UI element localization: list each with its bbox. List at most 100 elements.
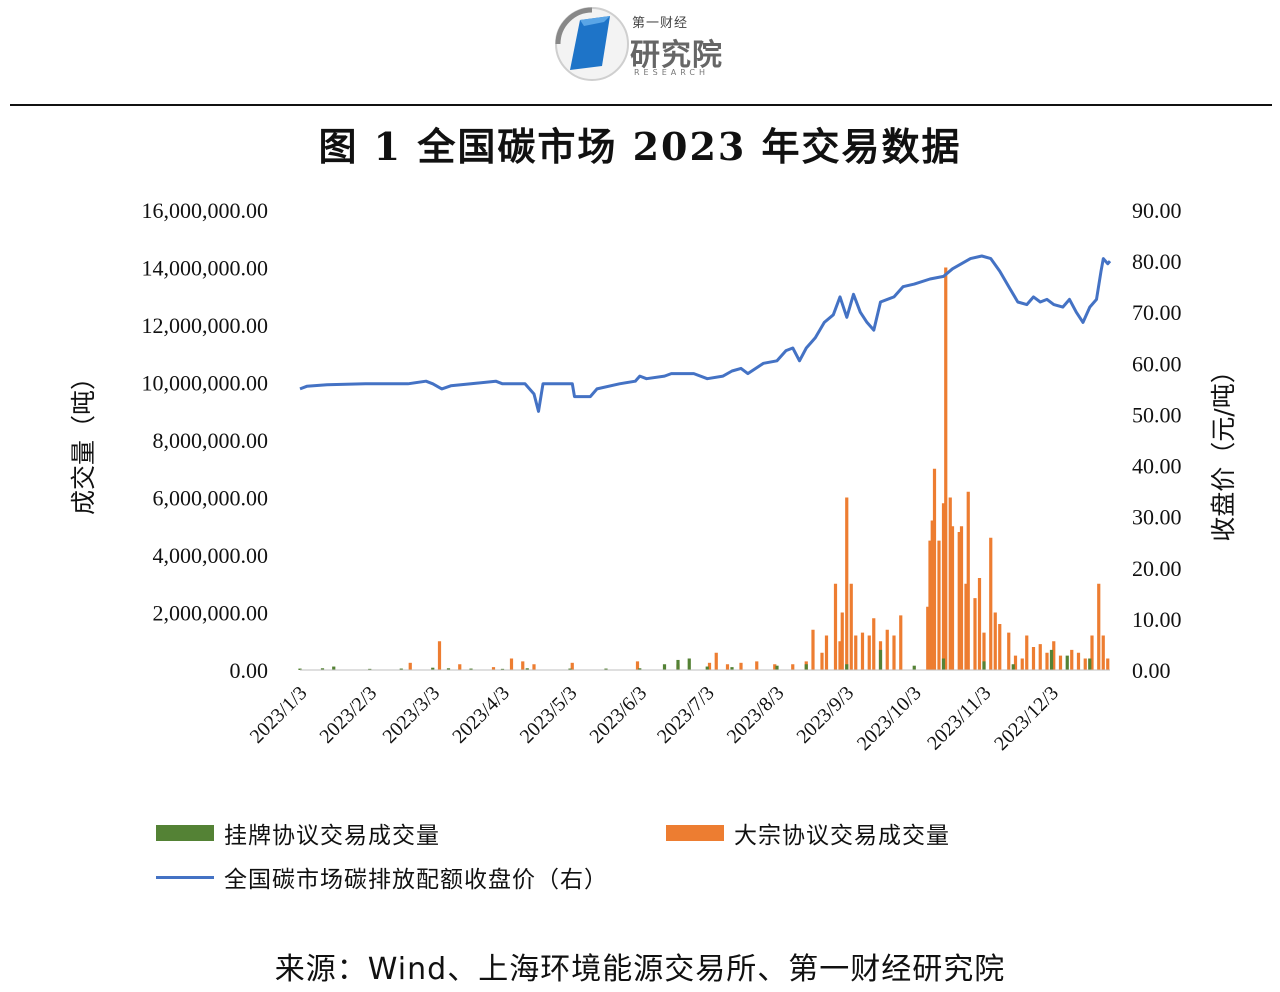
y-right-tick: 40.00 — [1132, 454, 1182, 479]
block-trade-bar — [1083, 658, 1087, 670]
legend-swatch-block — [666, 825, 724, 841]
price-line — [299, 254, 1112, 413]
block-trade-bar — [1013, 655, 1018, 670]
block-trade-bar — [899, 615, 903, 670]
block-trade-bar — [1025, 635, 1029, 670]
y-right-tick: 30.00 — [1132, 505, 1182, 530]
block-trade-bar — [521, 661, 525, 670]
block-trade-bar — [824, 635, 829, 670]
block-trade-bar — [966, 491, 970, 670]
y-right-tick: 80.00 — [1132, 249, 1182, 274]
block-trade-bar — [791, 664, 795, 670]
y-left-tick: 10,000,000.00 — [142, 371, 269, 396]
block-trade-bar — [998, 624, 1002, 670]
listed-trade-bar — [941, 658, 946, 670]
block-trade-bar — [1007, 632, 1011, 670]
block-trade-bar — [509, 658, 514, 670]
block-trade-bar — [930, 520, 934, 670]
block-trade-bar — [1090, 635, 1094, 670]
block-trade-bar — [948, 497, 952, 670]
block-trade-bar — [1070, 649, 1074, 670]
block-trade-bar — [941, 503, 946, 670]
block-trade-bar — [937, 540, 941, 670]
block-trade-bar — [1058, 655, 1063, 670]
block-trade-bar — [491, 667, 496, 670]
x-tick: 2023/1/3 — [246, 682, 312, 748]
listed-trade-bar — [687, 658, 691, 670]
listed-trade-bar — [446, 668, 451, 670]
block-trade-bar — [773, 664, 777, 670]
chart-area: 0.00 2,000,000.00 4,000,000.00 6,000,000.00… — [69, 198, 1238, 755]
block-trade-bar — [959, 526, 964, 670]
y-right-tick: 50.00 — [1132, 402, 1182, 427]
block-trade-bar — [739, 662, 743, 670]
source-note: 来源：Wind、上海环境能源交易所、第一财经研究院 — [274, 952, 1006, 987]
listed-trade-bar — [1011, 664, 1015, 670]
block-trade-bar — [408, 662, 412, 670]
block-trade-bar — [989, 537, 993, 670]
listed-trade-bar — [1049, 649, 1054, 670]
block-trade-bar — [707, 662, 712, 670]
y-right-tick: 60.00 — [1132, 351, 1182, 376]
block-trade-bar — [755, 661, 759, 670]
block-trade-bar — [714, 652, 718, 670]
legend-label-block: 大宗协议交易成交量 — [734, 823, 950, 849]
listed-trade-bar — [878, 649, 883, 670]
block-trade-bar — [1052, 641, 1056, 670]
block-trade-bar — [845, 497, 849, 670]
y-left-tick: 6,000,000.00 — [153, 486, 269, 511]
block-trade-bar — [1097, 583, 1101, 670]
x-tick: 2023/4/3 — [448, 682, 514, 748]
y-right-tick: 70.00 — [1132, 300, 1182, 325]
listed-trade-bar — [399, 668, 403, 670]
logo-emblem-icon — [555, 7, 629, 81]
y-right-tick: 20.00 — [1132, 556, 1182, 581]
listed-trade-bar — [604, 668, 608, 670]
y-left-tick: 16,000,000.00 — [142, 198, 269, 223]
legend: 挂牌协议交易成交量 大宗协议交易成交量 全国碳市场碳排放配额收盘价（右） — [0, 812, 1280, 902]
listed-trade-bar — [705, 666, 709, 670]
block-trade-bar — [957, 532, 961, 670]
x-tick: 2023/7/3 — [653, 682, 719, 748]
listed-trade-bar — [320, 668, 325, 670]
x-tick: 2023/2/3 — [315, 682, 381, 748]
y-left-tick: 2,000,000.00 — [153, 601, 269, 626]
block-trade-bar — [1020, 658, 1024, 670]
legend-label-listed: 挂牌协议交易成交量 — [224, 823, 440, 849]
listed-trade-bar — [982, 661, 986, 670]
header-divider — [10, 104, 1272, 106]
legend-label-price: 全国碳市场碳排放配额收盘价（右） — [224, 867, 608, 893]
block-trade-bar — [950, 526, 955, 670]
block-trade-bar — [854, 635, 858, 670]
block-trade-bar — [885, 629, 889, 670]
brand-top-text: 第一财经 — [632, 16, 689, 31]
block-trade-bar — [977, 578, 982, 670]
y-left-tick: 14,000,000.00 — [142, 256, 269, 281]
brand-main-text: 研究院 — [630, 38, 723, 73]
block-trade-bar — [532, 664, 536, 670]
listed-trade-bar — [912, 665, 916, 670]
block-trade-bar — [1106, 658, 1110, 670]
brand-sub-text: RESEARCH — [634, 68, 709, 77]
x-tick: 2023/9/3 — [792, 682, 858, 748]
block-trade-bar — [840, 612, 844, 670]
x-tick: 2023/12/3 — [990, 682, 1063, 755]
block-trade-bar — [833, 583, 838, 670]
x-tick: 2023/5/3 — [516, 682, 582, 748]
listed-trade-bar — [1065, 655, 1069, 670]
y-left-tick: 4,000,000.00 — [153, 543, 269, 568]
block-trade-bar — [1101, 635, 1105, 670]
block-trade-bar — [437, 641, 442, 670]
y-left-tick: 8,000,000.00 — [153, 428, 269, 453]
block-trade-bar — [860, 632, 865, 670]
legend-swatch-listed — [156, 825, 214, 841]
y-left-tick: 12,000,000.00 — [142, 313, 269, 338]
block-trade-bar — [926, 606, 930, 670]
listed-trade-bars — [298, 649, 1092, 670]
block-trade-bar — [993, 612, 997, 670]
block-trade-bar — [570, 662, 574, 670]
block-trade-bar — [944, 267, 948, 670]
block-trade-bar — [928, 540, 932, 670]
y-right-tick: 0.00 — [1132, 658, 1171, 683]
y-right-tick: 90.00 — [1132, 198, 1182, 223]
